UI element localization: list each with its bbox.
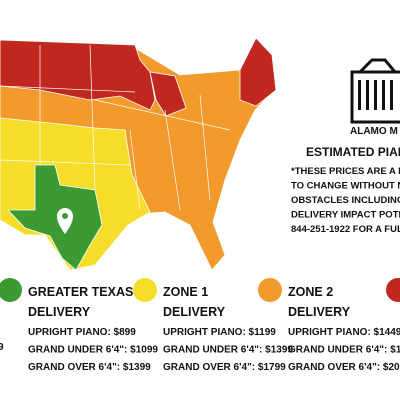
state-lines [0, 44, 231, 211]
zone-name: ZONE 2 [288, 285, 333, 299]
notice-line: TO CHANGE WITHOUT NOTIC [291, 181, 400, 192]
legend: GREATER TEXAS DELIVERY UPRIGHT PIANO: $899… [0, 278, 400, 373]
logo-key [390, 80, 393, 110]
notice-line: 844-251-1922 FOR A FULL [291, 224, 400, 235]
logo-lid [352, 58, 400, 74]
zone-price: UPRIGHT PIANO: $1199 [163, 327, 276, 338]
zone-subtitle: DELIVERY [28, 305, 91, 319]
zone-price: GRAND UNDER 6'4": $1399 [163, 345, 293, 356]
pin-dot [62, 213, 68, 219]
zone-3-region [239, 37, 277, 107]
zone-price: GRAND UNDER 6'4": $1599 [288, 345, 400, 356]
zone-subtitle: DELIVERY [163, 305, 226, 319]
partial-price: 9 [0, 342, 4, 353]
logo-key [374, 80, 377, 110]
notice-title: ESTIMATED PIANO [306, 145, 400, 159]
logo: ALAMO M [350, 58, 400, 137]
texas-region [7, 164, 103, 271]
zone-price: GRAND OVER 6'4": $1399 [28, 362, 151, 373]
zone-name: GREATER TEXAS [28, 285, 133, 299]
zone-3-region [0, 39, 156, 111]
location-pin [57, 208, 73, 234]
notice: *THESE PRICES ARE A ROUG TO CHANGE WITHOU… [291, 166, 400, 235]
zone-price: GRAND OVER 6'4": $2099 [288, 362, 400, 373]
notice-line: OBSTACLES INCLUDING STA [291, 195, 400, 206]
zone-price: UPRIGHT PIANO: $899 [28, 327, 136, 338]
zone-marker [133, 278, 157, 302]
zone-price: UPRIGHT PIANO: $1449 [288, 327, 400, 338]
logo-key [382, 80, 385, 110]
zone-name: ZONE 1 [163, 285, 208, 299]
notice-line: DELIVERY IMPACT POTENTI [291, 210, 400, 221]
zone-marker [258, 278, 282, 302]
us-map [0, 37, 277, 271]
zone-price: GRAND OVER 6'4": $1799 [163, 362, 286, 373]
logo-name: ALAMO M [350, 126, 398, 137]
notice-line: *THESE PRICES ARE A ROUG [291, 166, 400, 177]
zone-3-region [149, 71, 187, 117]
zone-3-marker [386, 278, 400, 302]
zone-price: GRAND UNDER 6'4": $1099 [28, 345, 158, 356]
logo-key [358, 80, 361, 110]
zone-subtitle: DELIVERY [288, 305, 351, 319]
zone-marker [0, 278, 22, 302]
logo-key [366, 80, 369, 110]
